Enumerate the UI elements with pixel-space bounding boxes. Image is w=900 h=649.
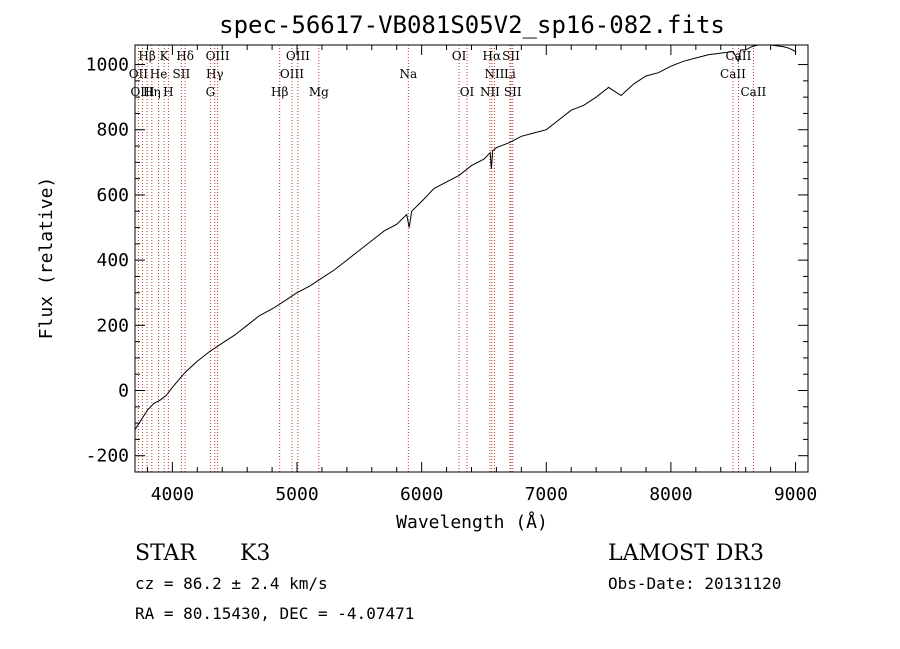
x-tick-label: 9000: [774, 484, 817, 505]
spectral-line-label: OI: [452, 49, 467, 63]
spectral-line-label: K: [160, 49, 170, 63]
spectral-line-label: H: [163, 85, 173, 99]
spectral-line-label: OII: [129, 67, 149, 81]
spectral-line-label: CaII: [720, 67, 746, 81]
x-tick-label: 8000: [649, 484, 692, 505]
spectral-line-label: OIII: [280, 67, 304, 81]
y-tick-label: 1000: [86, 55, 129, 76]
spectral-line-label: Mg: [309, 85, 329, 99]
y-tick-label: 800: [96, 120, 129, 141]
spectral-line-label: Hα: [483, 49, 502, 63]
chart-title: spec-56617-VB081S05V2_sp16-082.fits: [219, 11, 725, 39]
survey-name: LAMOST DR3: [608, 541, 764, 566]
spectral-line-label: Hδ: [176, 49, 194, 63]
spectral-line-label: OIII: [286, 49, 310, 63]
spectral-line-label: SII: [502, 49, 520, 63]
y-tick-labels: -200 0 200 400 600 800 1000: [86, 55, 129, 467]
y-tick-label: 600: [96, 185, 129, 206]
x-tick-labels: 4000 5000 6000 7000 8000 9000: [151, 484, 818, 505]
x-tick-label: 7000: [525, 484, 568, 505]
y-tick-label: 400: [96, 250, 129, 271]
object-class: STAR: [135, 541, 197, 566]
plot-frame: [134, 44, 809, 473]
spectral-line-label: Hη: [143, 85, 161, 99]
spectral-line-label: CaII: [726, 49, 752, 63]
spectral-line-label: CaII: [740, 85, 766, 99]
spectral-line-label: SII: [173, 67, 191, 81]
spectral-line-label: Na: [399, 67, 417, 81]
y-tick-label: 0: [118, 381, 129, 402]
spectral-line-label: Li: [504, 67, 516, 81]
x-tick-label: 6000: [400, 484, 443, 505]
spectral-lines-layer: [137, 45, 754, 472]
redshift-readout: cz = 86.2 ± 2.4 km/s: [135, 574, 328, 593]
spectral-line-label: NII: [484, 67, 504, 81]
spectral-line-label: He: [150, 67, 168, 81]
y-tick-label: -200: [86, 446, 129, 467]
y-axis-label: Flux (relative): [36, 177, 57, 340]
y-tick-label: 200: [96, 315, 129, 336]
spectral-line-label: NII: [480, 85, 500, 99]
coordinates-readout: RA = 80.15430, DEC = -4.07471: [135, 604, 414, 623]
spectral-line-label: OI: [460, 85, 475, 99]
spectral-line-label: OIII: [206, 49, 230, 63]
x-tick-label: 4000: [151, 484, 194, 505]
spectral-line-label: Hγ: [206, 67, 224, 81]
object-subclass: K3: [240, 541, 270, 566]
spectral-line-label: Hβ: [271, 85, 288, 99]
spectral-line-label: OIII: [130, 85, 154, 99]
axis-ticks: [135, 45, 808, 472]
observation-date: Obs-Date: 20131120: [608, 574, 781, 593]
flux-series-line: [134, 44, 796, 430]
spectral-line-label: Hβ: [138, 49, 155, 63]
spectral-line-label: G: [206, 85, 216, 99]
spectral-line-label: SII: [504, 85, 522, 99]
x-axis-label: Wavelength (Å): [396, 511, 548, 533]
x-tick-label: 5000: [275, 484, 318, 505]
